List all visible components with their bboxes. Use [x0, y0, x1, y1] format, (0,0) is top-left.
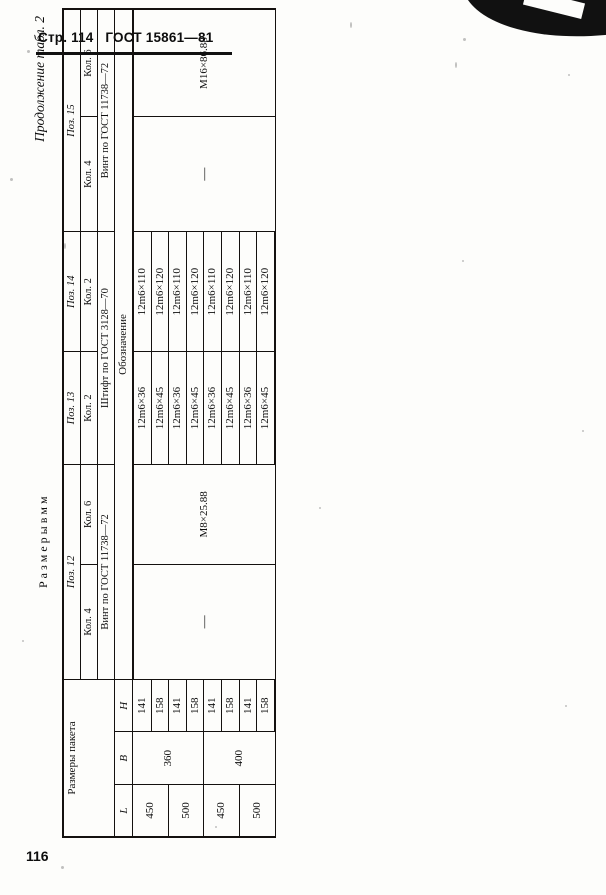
cell-designation-pos13: 12m6×45 — [186, 351, 204, 465]
table-header-row-columns: L B H Обозначение — [114, 9, 133, 837]
cell-B: 360 — [132, 731, 204, 785]
cell-L: 450 — [132, 784, 169, 837]
scan-speck — [565, 705, 567, 707]
cell-H: 158 — [186, 679, 204, 732]
qty-pos15-right: Кол. 6 — [80, 9, 98, 117]
page-number: 116 — [26, 848, 49, 864]
cell-designation-pos14: 12m6×110 — [132, 231, 152, 352]
cell-designation-pos14: 12m6×110 — [203, 231, 222, 352]
group-header-pos15: Поз. 15 — [63, 9, 81, 232]
scan-speck — [319, 507, 321, 509]
column-header-L: L — [114, 784, 133, 837]
cell-H: 158 — [256, 679, 276, 732]
scan-speck — [582, 430, 584, 432]
group-header-pos13: Поз. 13 — [63, 351, 81, 465]
qty-pos13: Кол. 2 — [80, 351, 98, 465]
cell-H: 141 — [239, 679, 257, 732]
cell-designation-pos14: 12m6×120 — [186, 231, 204, 352]
scan-speck — [10, 178, 13, 181]
part-name-pos12: Винт — [100, 606, 112, 630]
scan-speck — [350, 22, 352, 28]
packet-group-header: Размеры пакета — [63, 679, 81, 837]
cell-designation-pos13: 12m6×36 — [132, 351, 152, 465]
specification-table: Размеры пакета Поз. 12 Поз. 13 Поз. 14 П… — [62, 8, 276, 838]
cell-H: 158 — [221, 679, 240, 732]
qty-pos12-right: Кол. 6 — [80, 464, 98, 565]
cell-B: 400 — [203, 731, 276, 785]
dimensions-unit-caption: Р а з м е р ы в м м — [36, 496, 50, 588]
scan-speck — [61, 866, 64, 869]
cell-designation-pos14: 12m6×120 — [256, 231, 276, 352]
group-header-pos14: Поз. 14 — [63, 231, 81, 352]
part-name-pos15: Винт — [100, 155, 112, 179]
part-pos15: Винт по ГОСТ 11738—72 — [97, 9, 115, 232]
cell-L: 500 — [168, 784, 204, 837]
page-label: Стр. 114 — [38, 30, 94, 45]
part-pos12: Винт по ГОСТ 11738—72 — [97, 464, 115, 680]
cell-designation-pos12: M8×25.88 — [132, 464, 276, 565]
scan-speck — [22, 640, 24, 642]
qty-pos15-left: Кол. 4 — [80, 116, 98, 232]
rotated-table-block: Продолжение табл. 2 Размеры пакета Поз. … — [32, 8, 562, 838]
part-standard-pos15: по ГОСТ 11738—72 — [100, 62, 112, 153]
qty-pos14: Кол. 2 — [80, 231, 98, 352]
table-row: 450 360 141 — M8×25.88 12m6×36 12m6×110 … — [132, 9, 276, 837]
table-header-row-quantities: Кол. 4 Кол. 6 Кол. 2 Кол. 2 Кол. 4 Кол. … — [80, 9, 98, 837]
table-header-row-groups: Размеры пакета Поз. 12 Поз. 13 Поз. 14 П… — [63, 9, 81, 837]
table-header-row-parts: Винт по ГОСТ 11738—72 Штифт по ГОСТ 3128… — [97, 9, 115, 837]
scan-speck — [455, 62, 457, 68]
cell-dash-pos12: — — [132, 564, 276, 680]
column-header-H: H — [114, 679, 133, 732]
cell-dash-pos15: — — [132, 116, 276, 232]
part-standard-pos12: по ГОСТ 11738—72 — [100, 514, 112, 605]
page-running-head: Стр. 114 ГОСТ 15861—81 — [38, 30, 213, 45]
cell-H: 141 — [168, 679, 187, 732]
scan-speck — [215, 826, 217, 828]
header-rule — [36, 52, 232, 55]
cell-designation-pos13: 12m6×45 — [151, 351, 169, 465]
cell-designation-pos14: 12m6×120 — [221, 231, 240, 352]
qty-pos12-left: Кол. 4 — [80, 564, 98, 680]
cell-H: 141 — [132, 679, 152, 732]
continuation-label: Продолжение табл. 2 — [32, 16, 47, 142]
part-standard-pos13: по ГОСТ 3128—70 — [100, 288, 112, 374]
scan-speck — [27, 50, 30, 53]
cell-designation-pos14: 12m6×110 — [168, 231, 187, 352]
part-name-pos13: Штифт — [100, 375, 112, 408]
cell-designation-pos13: 12m6×45 — [256, 351, 276, 465]
column-header-B: B — [114, 731, 133, 785]
cell-designation-pos13: 12m6×36 — [239, 351, 257, 465]
cell-L: 500 — [239, 784, 276, 837]
scan-speck — [568, 74, 570, 76]
packet-group-header-spacer — [80, 679, 98, 837]
cell-designation-pos13: 12m6×45 — [221, 351, 240, 465]
packet-group-header-spacer2 — [97, 679, 115, 837]
cell-designation-pos14: 12m6×120 — [151, 231, 169, 352]
standard-number: ГОСТ 15861—81 — [105, 30, 214, 45]
cell-designation-pos15: M16×86.88 — [132, 9, 276, 117]
part-pos13-14: Штифт по ГОСТ 3128—70 — [97, 231, 115, 465]
scan-speck — [64, 243, 66, 249]
group-header-pos12: Поз. 12 — [63, 464, 81, 680]
cell-designation-pos14: 12m6×110 — [239, 231, 257, 352]
cell-H: 158 — [151, 679, 169, 732]
cell-H: 141 — [203, 679, 222, 732]
cell-L: 450 — [203, 784, 240, 837]
scan-speck — [462, 260, 464, 262]
cell-designation-pos13: 12m6×36 — [168, 351, 187, 465]
designation-header: Обозначение — [114, 9, 133, 680]
scan-speck — [463, 38, 466, 41]
cell-designation-pos13: 12m6×36 — [203, 351, 222, 465]
